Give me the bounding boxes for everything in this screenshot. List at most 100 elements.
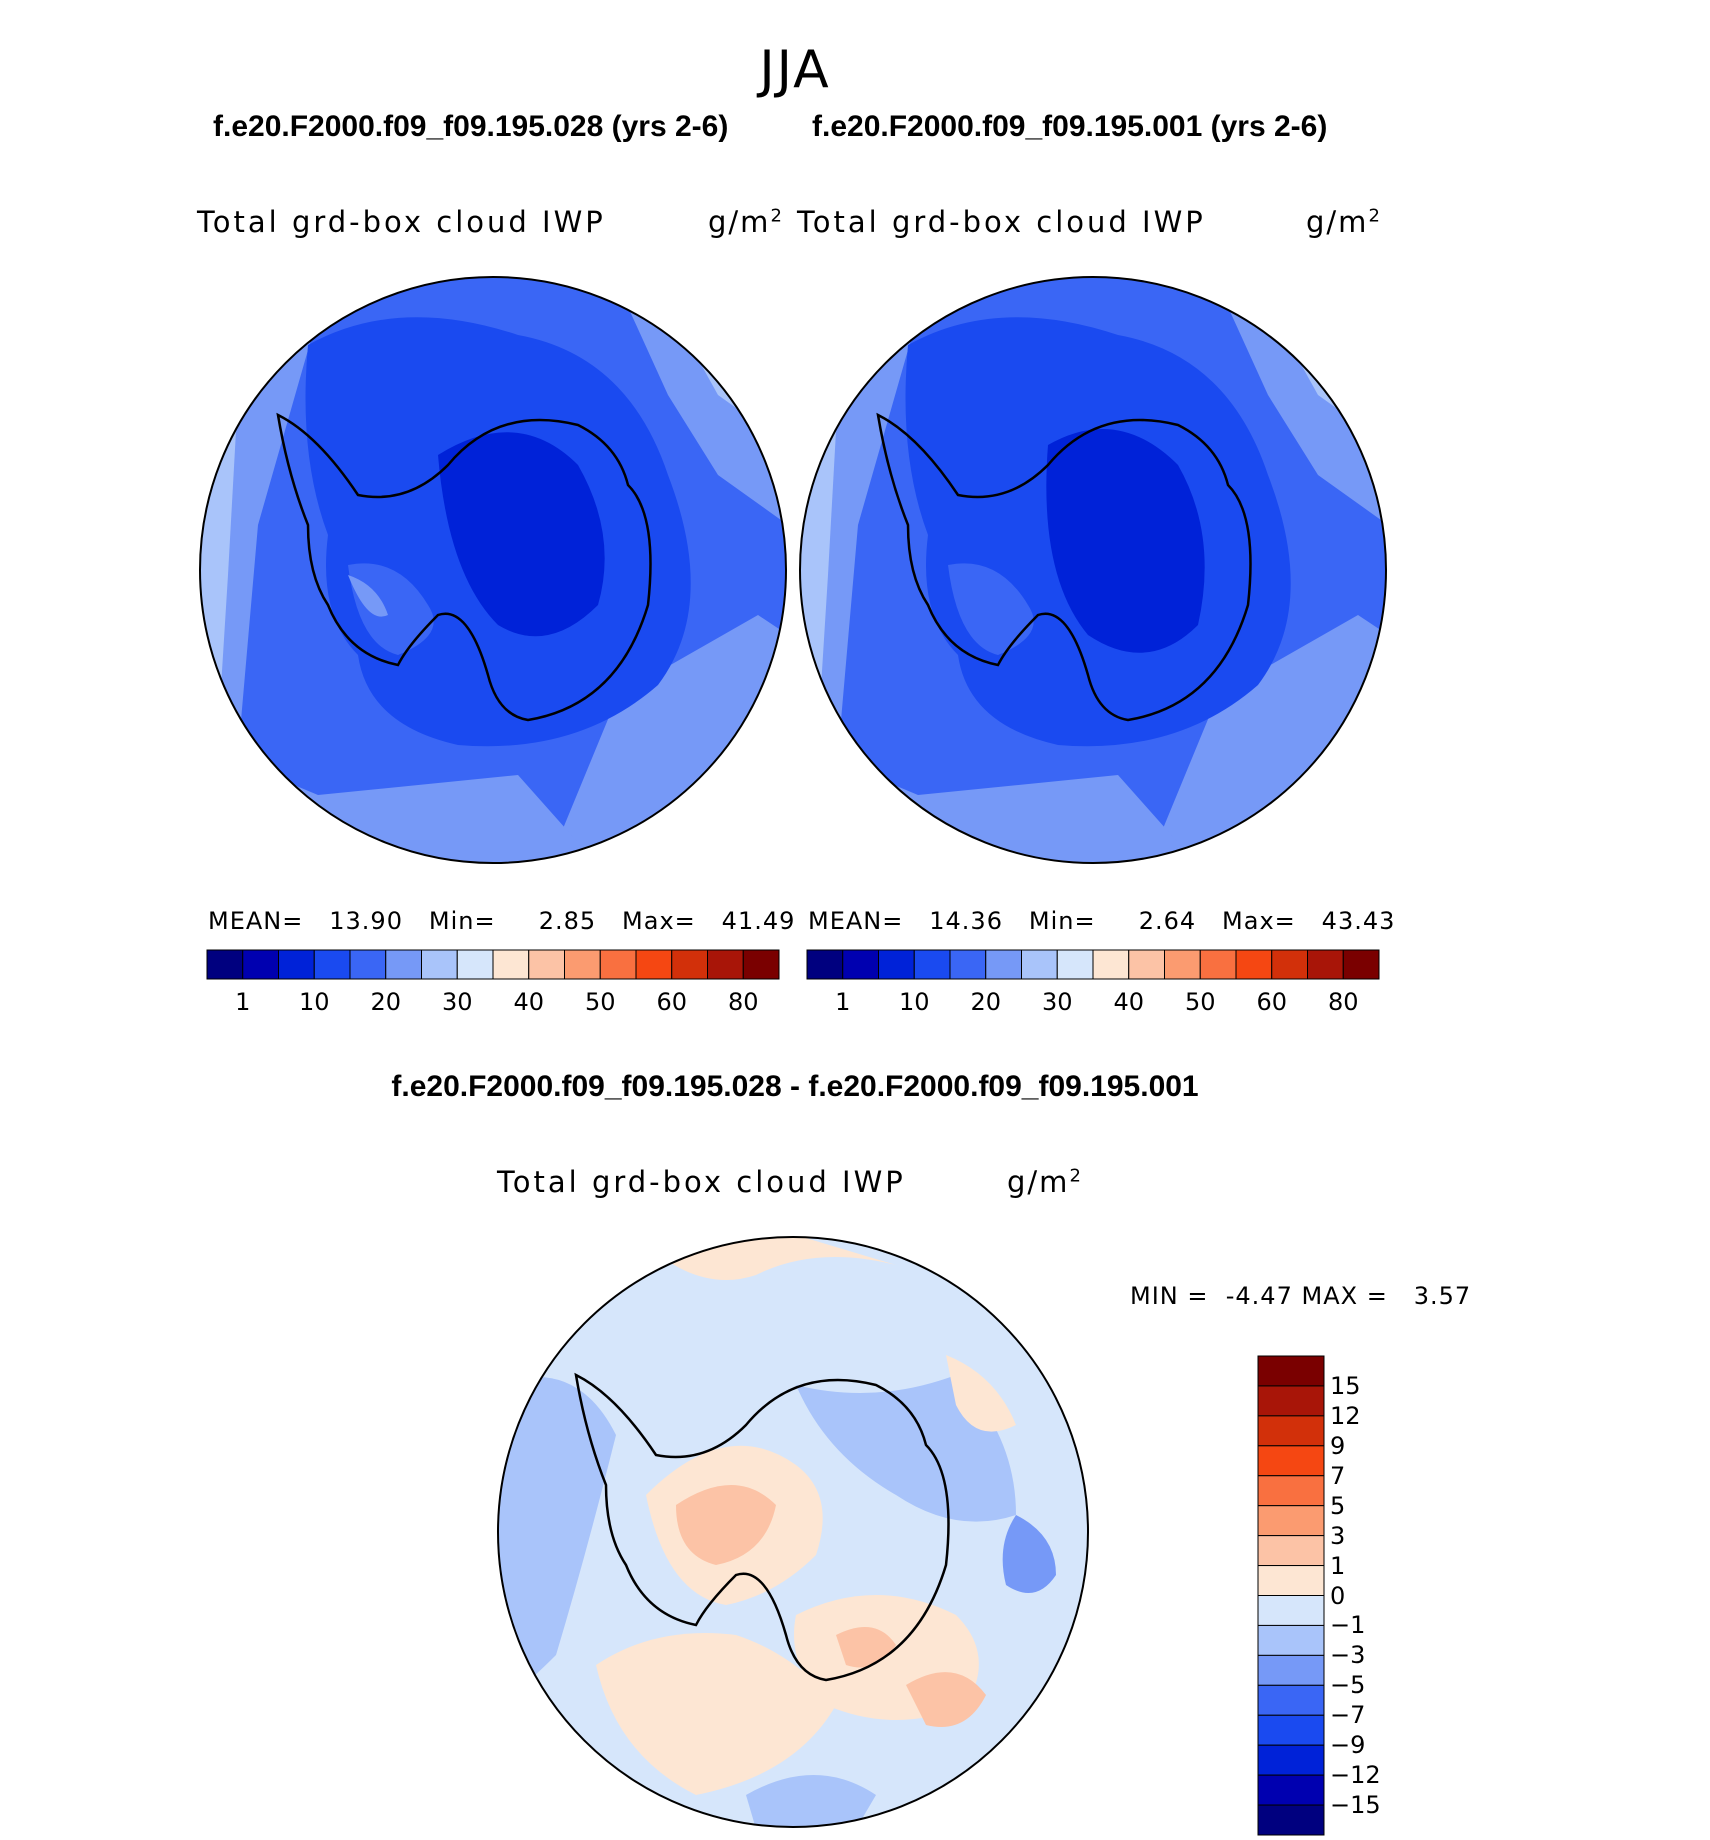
colorbar-tick-label: 60: [656, 988, 688, 1016]
colorbar-ticks-difference: 15 12 9 7 5 3 1 0 −1 −3 −5 −7 −9 −12 −15: [1330, 1355, 1420, 1836]
colorbar-tick-label: 30: [1041, 988, 1073, 1016]
colorbar-tick-label: −15: [1330, 1791, 1381, 1820]
colorbar-box: [949, 949, 987, 980]
case-title-left: f.e20.F2000.f09_f09.195.028 (yrs 2-6): [213, 110, 729, 143]
colorbar-tick-label: −3: [1330, 1641, 1366, 1670]
colorbar-box: [985, 949, 1022, 980]
colorbar-box: [206, 949, 244, 980]
colorbar-tick-label: 80: [1327, 988, 1359, 1016]
stats-right: MEAN= 14.36 Min= 2.64 Max= 43.43: [808, 907, 1396, 935]
season-title: JJA: [759, 40, 831, 100]
colorbar-tick-label: 15: [1330, 1371, 1361, 1400]
colorbar-tick-label: 1: [1330, 1551, 1346, 1580]
colorbar-tick-label: 30: [441, 988, 473, 1016]
colorbar-box: [1257, 1595, 1325, 1626]
colorbar-box: [456, 949, 494, 980]
colorbar-tick-label: 5: [1330, 1491, 1346, 1520]
colorbar-box: [1199, 949, 1237, 980]
colorbar-box: [564, 949, 601, 980]
colorbar-box: [1092, 949, 1130, 980]
map-difference: [497, 1236, 1089, 1828]
colorbar-tick-label: 50: [1184, 988, 1216, 1016]
colorbar-box: [742, 949, 780, 980]
colorbar-tick-label: 1: [235, 988, 251, 1016]
colorbar-tick-label: 3: [1330, 1521, 1346, 1550]
colorbar-tick-label: 10: [298, 988, 330, 1016]
units-label-right: g/m2: [1306, 205, 1382, 239]
colorbar-box: [1257, 1624, 1325, 1656]
colorbar-tick-label: 40: [513, 988, 545, 1016]
colorbar-tick-label: −12: [1330, 1761, 1381, 1790]
colorbar-tick-label: 1: [835, 988, 851, 1016]
colorbar-tick-label: −7: [1330, 1701, 1366, 1730]
colorbar-box: [1257, 1415, 1325, 1447]
colorbar-tick-label: 60: [1256, 988, 1288, 1016]
difference-units-label: g/m2: [1007, 1165, 1083, 1199]
colorbar-box: [1307, 949, 1344, 980]
colorbar-tick-label: 40: [1113, 988, 1145, 1016]
colorbar-box: [1257, 1714, 1325, 1746]
colorbar-difference: [1257, 1355, 1325, 1836]
colorbar-tick-label: 9: [1330, 1431, 1346, 1460]
colorbar-box: [913, 949, 951, 980]
colorbar-box: [349, 949, 387, 980]
colorbar-box: [1056, 949, 1094, 980]
colorbar-box: [1257, 1565, 1325, 1596]
colorbar-ticks-left: 1 10 20 30 40 50 60 80: [206, 988, 780, 1018]
colorbar-box: [878, 949, 915, 980]
colorbar-tick-label: 10: [898, 988, 930, 1016]
colorbar-box: [1257, 1475, 1325, 1507]
colorbar-box: [1271, 949, 1308, 980]
colorbar-box: [1021, 949, 1058, 980]
units-label-left: g/m2: [708, 205, 784, 239]
colorbar-box: [528, 949, 565, 980]
colorbar-box: [671, 949, 708, 980]
variable-label-left: Total grd-box cloud IWP: [197, 205, 606, 239]
colorbar-box: [1164, 949, 1201, 980]
colorbar-tick-label: 50: [584, 988, 616, 1016]
colorbar-box: [1235, 949, 1273, 980]
colorbar-box: [313, 949, 351, 980]
map-case-028: [199, 276, 787, 864]
colorbar-tick-label: 12: [1330, 1401, 1361, 1430]
colorbar-ticks-right: 1 10 20 30 40 50 60 80: [806, 988, 1380, 1018]
colorbar-box: [1257, 1355, 1325, 1387]
colorbar-box: [1257, 1684, 1325, 1716]
colorbar-tick-label: −9: [1330, 1731, 1366, 1760]
colorbar-tick-label: 7: [1330, 1461, 1346, 1490]
stats-left: MEAN= 13.90 Min= 2.85 Max= 41.49: [208, 907, 796, 935]
colorbar-tick-label: −1: [1330, 1611, 1366, 1640]
variable-label-right: Total grd-box cloud IWP: [797, 205, 1206, 239]
colorbar-box: [242, 949, 279, 980]
colorbar-box: [842, 949, 879, 980]
map-case-001: [799, 276, 1387, 864]
colorbar-box: [1257, 1535, 1325, 1567]
colorbar-tick-label: 0: [1330, 1581, 1346, 1610]
colorbar-tick-label: 80: [727, 988, 759, 1016]
colorbar-box: [1257, 1804, 1325, 1836]
colorbar-box: [1257, 1385, 1325, 1417]
difference-title: f.e20.F2000.f09_f09.195.028 - f.e20.F200…: [391, 1070, 1199, 1103]
colorbar-box: [635, 949, 673, 980]
difference-variable-label: Total grd-box cloud IWP: [497, 1165, 906, 1199]
colorbar-box: [421, 949, 458, 980]
colorbar-box: [385, 949, 422, 980]
colorbar-box: [1257, 1445, 1325, 1477]
colorbar-right: [806, 949, 1380, 980]
colorbar-tick-label: 20: [370, 988, 402, 1016]
colorbar-box: [707, 949, 744, 980]
colorbar-box: [806, 949, 844, 980]
colorbar-box: [1257, 1505, 1325, 1537]
colorbar-tick-label: −5: [1330, 1671, 1366, 1700]
colorbar-box: [1128, 949, 1165, 980]
colorbar-box: [492, 949, 530, 980]
colorbar-tick-label: 20: [970, 988, 1002, 1016]
colorbar-box: [1257, 1774, 1325, 1806]
case-title-right: f.e20.F2000.f09_f09.195.001 (yrs 2-6): [812, 110, 1328, 143]
colorbar-left: [206, 949, 780, 980]
colorbar-box: [1342, 949, 1380, 980]
colorbar-box: [1257, 1654, 1325, 1686]
colorbar-box: [1257, 1744, 1325, 1776]
colorbar-box: [278, 949, 315, 980]
difference-minmax: MIN = -4.47 MAX = 3.57: [1130, 1282, 1472, 1310]
